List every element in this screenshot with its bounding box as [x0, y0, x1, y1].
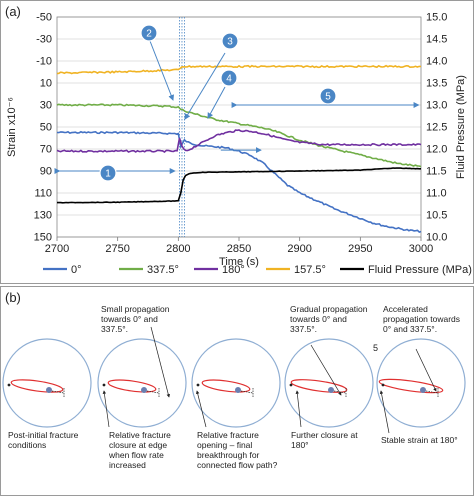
y-right-tick-label: 12.0: [426, 144, 447, 156]
strain-pressure-chart: -50 -30 -10 10 30 50 70 90 110 130 150 15.0 14.5 14.0…: [6, 12, 472, 277]
legend-label: 0°: [71, 264, 82, 276]
callout-label-3: 3: [227, 37, 233, 48]
borehole-icon: [141, 387, 147, 393]
series-line-3375: [56, 103, 422, 168]
fracture-edge-dot: [381, 383, 385, 387]
y-right-tick-label: 15.0: [426, 12, 447, 24]
plot-frame: [56, 16, 422, 238]
y-left-tick-label: -10: [36, 56, 52, 68]
borehole-icon: [235, 387, 241, 393]
y-left-tick-label: 10: [40, 78, 52, 90]
y-right-tick-label: 14.0: [426, 56, 447, 68]
fracture-edge-dot: [289, 383, 293, 387]
x-tick-label: 2950: [348, 243, 372, 255]
annotation-arrow: [149, 40, 174, 101]
y-left-tick-label: 90: [40, 166, 52, 178]
borehole-icon: [420, 387, 426, 393]
y-right-tick-label: 11.5: [426, 166, 447, 178]
y-right-axis-label: Fluid Pressure (MPa): [455, 75, 467, 179]
panel-a: (a) -50 -30 -10 10 30 50 70 90 110 130 150 15.0 14.5…: [0, 0, 474, 284]
propagation-indicator: [51, 390, 65, 394]
diagram-note-below: Stable strain at 180°: [381, 435, 458, 445]
annotation-pointer: [415, 348, 437, 392]
propagation-indicator: [146, 390, 160, 394]
y-right-tick-label: 10.5: [426, 210, 447, 222]
y-right-tick-label: 13.0: [426, 100, 447, 112]
y-left-axis-label: Strain x10⁻⁶: [6, 97, 18, 157]
fracture-diagrams: [2, 326, 466, 434]
diagram-note-above: Gradual propagation towards 0° and 337.5…: [290, 304, 368, 334]
callout-label-1: 1: [105, 169, 111, 180]
callout-label-5: 5: [325, 92, 331, 103]
annotation-pointer: [379, 390, 390, 434]
fracture-outline: [10, 379, 64, 393]
y-left-tick-label: -30: [36, 34, 52, 46]
diagram-note-below: Relative fracture closure at edge when f…: [109, 430, 171, 470]
propagation-indicator: [240, 390, 254, 394]
x-tick-label: 2900: [287, 243, 311, 255]
panel-a-label: (a): [5, 4, 21, 19]
series-line-fluidpressurempa: [57, 167, 421, 204]
callout-label-4: 4: [226, 74, 232, 85]
y-right-tick-label: 14.5: [426, 34, 447, 46]
diagram-number: 5: [373, 343, 379, 353]
callout-1: [99, 164, 117, 182]
annotation-arrow: [184, 52, 226, 120]
annotation-arrow: [207, 86, 226, 119]
diagram-note-above: Accelerated propagation towards 0° and 3…: [383, 304, 461, 334]
y-right-tick-label: 13.5: [426, 78, 447, 90]
y-left-tick-label: 30: [40, 100, 52, 112]
legend-label: 157.5°: [294, 264, 326, 276]
y-left-tick-label: 130: [34, 210, 52, 222]
fracture-edge-dot: [196, 383, 200, 387]
fracture-edge-dot: [102, 383, 106, 387]
x-tick-label: 3000: [409, 243, 433, 255]
y-right-tick-label: 11.0: [426, 188, 447, 200]
fracture-edge-dot: [7, 383, 11, 387]
x-tick-label: 2800: [166, 243, 190, 255]
y-left-tick-label: 70: [40, 144, 52, 156]
y-right-tick-label: 10.0: [426, 232, 447, 244]
annotation-pointer: [102, 390, 110, 428]
fracture-outline: [107, 379, 157, 393]
diagram-note-above: Small propagation towards 0° and 337.5°.: [101, 304, 170, 334]
annotation-pointer: [295, 390, 302, 428]
propagation-indicator: [425, 390, 439, 394]
x-tick-label: 2750: [105, 243, 129, 255]
y-left-tick-label: 150: [34, 232, 52, 244]
legend-label: 180°: [222, 264, 245, 276]
y-right-tick-label: 12.5: [426, 122, 447, 134]
annotation-pointer: [310, 344, 342, 396]
callout-label-2: 2: [146, 29, 152, 40]
x-tick-label: 2700: [45, 243, 69, 255]
callout-2: [140, 24, 158, 42]
series-line-0: [56, 130, 422, 234]
callout-5: [319, 87, 337, 105]
diagram-note-below: Post-initial fracture conditions: [8, 430, 79, 450]
legend-label: 337.5°: [147, 264, 179, 276]
legend-label: Fluid Pressure (MPa): [368, 264, 472, 276]
series-line-1575: [56, 64, 422, 75]
fracture-outline: [378, 378, 444, 394]
borehole-icon: [328, 387, 334, 393]
callout-4: [220, 69, 238, 87]
y-left-tick-label: 110: [34, 188, 52, 200]
y-left-tick-label: 50: [40, 122, 52, 134]
annotation-pointer: [150, 326, 170, 398]
borehole-icon: [46, 387, 52, 393]
diagram-note-below: Relative fracture opening – final breakt…: [197, 430, 278, 470]
annotation-pointer: [195, 390, 207, 428]
panel-b-label: (b): [5, 290, 21, 305]
callout-3: [221, 32, 239, 50]
series-line-180: [56, 129, 422, 153]
fracture-outline: [201, 379, 251, 393]
x-tick-label: 2850: [227, 243, 251, 255]
panel-b: (b) 1 Post-initial fracture conditions 2…: [0, 286, 474, 496]
fracture-outline: [290, 379, 348, 393]
diagram-note-below: Further closure at 180°: [291, 430, 358, 450]
x-axis-label: Time (s): [219, 256, 259, 268]
y-left-tick-label: -50: [36, 12, 52, 24]
